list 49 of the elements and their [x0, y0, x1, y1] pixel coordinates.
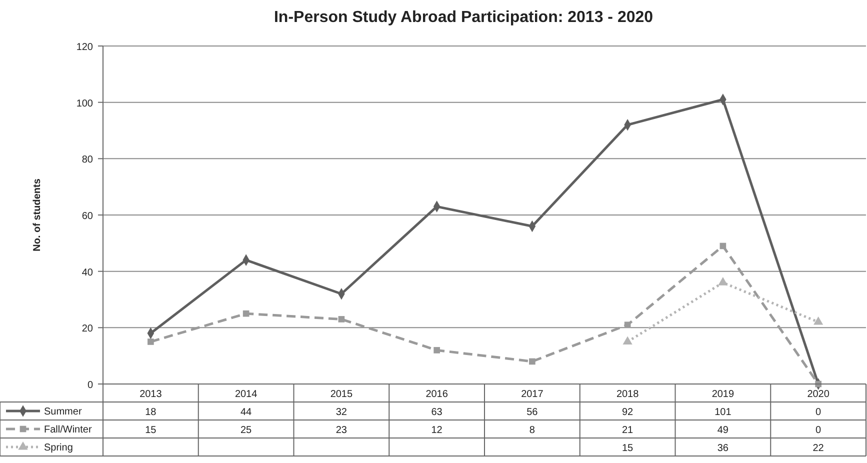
- data-label: 12: [431, 425, 443, 436]
- x-tick-label: 2019: [712, 389, 734, 400]
- y-tick-label: 20: [82, 324, 94, 335]
- point: [242, 310, 250, 317]
- data-label: 0: [816, 425, 822, 436]
- x-tick-label: 2014: [234, 389, 258, 400]
- data-label: 15: [622, 443, 634, 454]
- point: [718, 277, 728, 286]
- data-label: 0: [816, 407, 822, 418]
- y-tick-label: 40: [82, 267, 94, 278]
- legend-label: Spring: [44, 442, 73, 454]
- data-label: 36: [717, 443, 729, 454]
- point: [624, 322, 631, 328]
- y-tick-label: 100: [76, 98, 94, 110]
- data-label: 21: [622, 425, 634, 436]
- legend-label: Summer: [44, 406, 82, 418]
- point: [529, 358, 536, 365]
- point: [622, 336, 632, 345]
- data-label: 22: [812, 443, 824, 454]
- point: [720, 242, 726, 250]
- data-label: 101: [714, 407, 732, 418]
- point: [338, 316, 345, 322]
- point: [148, 338, 154, 345]
- legend-label: Fall/Winter: [44, 424, 92, 436]
- point: [434, 347, 440, 354]
- y-tick-label: 0: [87, 380, 94, 391]
- y-tick-label: 120: [76, 42, 94, 53]
- data-label: 23: [336, 425, 348, 436]
- x-tick-label: 2015: [330, 389, 353, 400]
- data-label: 63: [431, 407, 443, 418]
- data-label: 18: [145, 407, 157, 418]
- data-label: 8: [529, 425, 536, 436]
- point: [814, 316, 824, 325]
- x-tick-label: 2017: [521, 389, 544, 400]
- data-label: 25: [240, 425, 252, 436]
- x-tick-label: 2016: [426, 389, 448, 400]
- x-tick-label: 2020: [807, 389, 830, 400]
- y-axis-title: No. of students: [32, 178, 43, 252]
- chart-title: In-Person Study Abroad Participation: 2013 - 2020: [274, 9, 654, 26]
- data-label: 56: [526, 407, 538, 418]
- data-label: 49: [717, 425, 729, 436]
- x-tick-label: 2013: [140, 389, 162, 400]
- y-tick-label: 80: [82, 154, 94, 166]
- data-label: 44: [240, 407, 252, 418]
- x-tick-label: 2018: [616, 389, 640, 400]
- data-label: 32: [336, 407, 348, 418]
- data-label: 92: [622, 407, 634, 418]
- y-tick-label: 60: [82, 211, 94, 222]
- data-label: 15: [145, 425, 157, 436]
